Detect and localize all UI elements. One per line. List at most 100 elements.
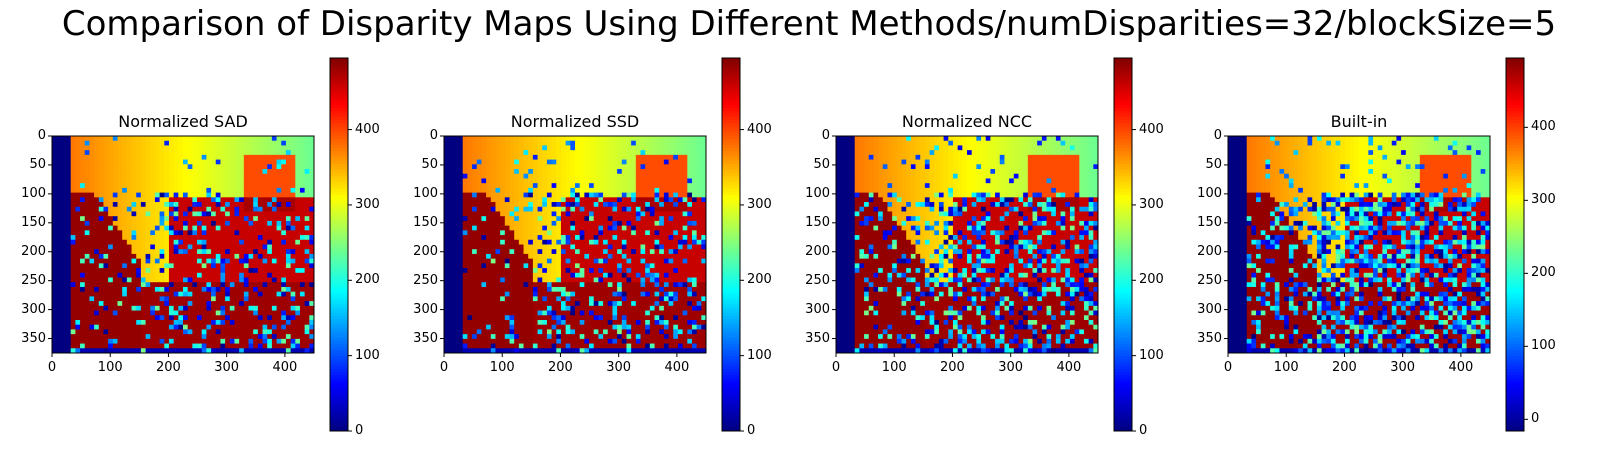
heatmap-cell: [458, 235, 464, 241]
heatmap-cell: [164, 343, 170, 349]
heatmap-cell: [56, 253, 62, 260]
heatmap-cell: [490, 277, 496, 283]
heatmap-cell: [603, 239, 609, 245]
heatmap-cell: [444, 173, 450, 179]
heatmap-cell: [304, 324, 310, 330]
heatmap-cell: [607, 239, 613, 245]
heatmap-cell: [103, 310, 109, 316]
heatmap-cell: [122, 348, 128, 354]
heatmap-cell: [621, 230, 627, 236]
heatmap-cell: [89, 329, 95, 335]
heatmap-cell: [504, 230, 510, 236]
heatmap-cell: [239, 249, 245, 255]
colorbar-segment: [330, 325, 348, 329]
heatmap-cell: [654, 282, 660, 288]
heatmap-cell: [472, 211, 478, 217]
heatmap-cell: [112, 206, 118, 212]
heatmap-cell: [154, 187, 161, 194]
heatmap-cell: [197, 140, 203, 146]
heatmap-cell: [187, 301, 193, 307]
heatmap-cell: [509, 206, 515, 212]
heatmap-cell: [691, 164, 698, 170]
colorbar-segment: [330, 182, 348, 186]
heatmap-cell: [197, 159, 203, 165]
heatmap-cell: [509, 249, 515, 255]
heatmap-cell: [556, 216, 562, 222]
heatmap-cell: [164, 183, 170, 189]
heatmap-cell: [551, 315, 557, 321]
heatmap-cell: [164, 173, 170, 179]
heatmap-cell: [52, 173, 58, 179]
heatmap-cell: [687, 258, 693, 264]
heatmap-cell: [579, 263, 585, 269]
heatmap-cell: [248, 277, 254, 283]
heatmap-cell: [645, 277, 651, 283]
heatmap-cell: [645, 136, 651, 142]
heatmap-cell: [248, 169, 254, 175]
heatmap-cell: [215, 348, 221, 354]
heatmap-cell: [500, 272, 506, 278]
heatmap-cell: [84, 136, 90, 142]
heatmap-cell: [187, 159, 193, 165]
heatmap-cell: [225, 178, 231, 184]
heatmap-cell: [481, 310, 487, 316]
heatmap-cell: [467, 136, 473, 142]
heatmap-cell: [462, 225, 468, 231]
heatmap-cell: [173, 296, 179, 302]
heatmap-cell: [257, 154, 263, 160]
heatmap-cell: [122, 197, 128, 203]
heatmap-cell: [257, 164, 263, 170]
heatmap-cell: [56, 187, 62, 194]
heatmap-cell: [70, 145, 76, 151]
heatmap-cell: [504, 140, 510, 146]
heatmap-cell: [98, 197, 104, 203]
heatmap-cell: [211, 272, 217, 278]
heatmap-cell: [173, 192, 179, 198]
heatmap-cell: [285, 225, 292, 231]
heatmap-cell: [183, 324, 189, 330]
heatmap-cell: [126, 343, 132, 349]
heatmap-cell: [117, 291, 123, 297]
heatmap-cell: [178, 211, 184, 217]
heatmap-cell: [687, 173, 693, 179]
heatmap-cell: [649, 216, 655, 222]
heatmap-cell: [462, 216, 468, 222]
heatmap-cell: [201, 140, 207, 146]
heatmap-cell: [514, 324, 520, 330]
heatmap-cell: [673, 197, 679, 203]
heatmap-cell: [500, 164, 506, 170]
heatmap-cell: [285, 315, 292, 321]
heatmap-cell: [575, 310, 581, 316]
heatmap-cell: [70, 277, 76, 283]
heatmap-cell: [117, 211, 123, 217]
heatmap-cell: [206, 291, 212, 297]
heatmap-cell: [295, 239, 301, 245]
heatmap-cell: [229, 329, 235, 335]
heatmap-cell: [117, 329, 123, 335]
heatmap-cell: [112, 154, 118, 160]
heatmap-cell: [131, 315, 137, 321]
heatmap-cell: [75, 178, 81, 184]
heatmap-cell: [178, 154, 184, 160]
heatmap-cell: [75, 244, 81, 250]
heatmap-cell: [476, 192, 482, 198]
heatmap-cell: [551, 164, 557, 170]
heatmap-cell: [145, 253, 151, 260]
heatmap-cell: [532, 258, 538, 264]
heatmap-cell: [603, 183, 609, 189]
heatmap-cell: [486, 197, 492, 203]
heatmap-cell: [183, 291, 189, 297]
heatmap-cell: [626, 173, 632, 179]
heatmap-cell: [612, 305, 618, 311]
heatmap-cell: [136, 220, 142, 227]
heatmap-cell: [612, 178, 618, 184]
heatmap-cell: [299, 173, 306, 179]
heatmap-cell: [276, 286, 282, 293]
heatmap-cell: [248, 282, 254, 288]
heatmap-cell: [546, 239, 553, 245]
heatmap-cell: [108, 253, 114, 260]
heatmap-cell: [626, 140, 632, 146]
heatmap-cell: [551, 150, 557, 156]
heatmap-cell: [192, 140, 198, 146]
heatmap-cell: [612, 164, 618, 170]
